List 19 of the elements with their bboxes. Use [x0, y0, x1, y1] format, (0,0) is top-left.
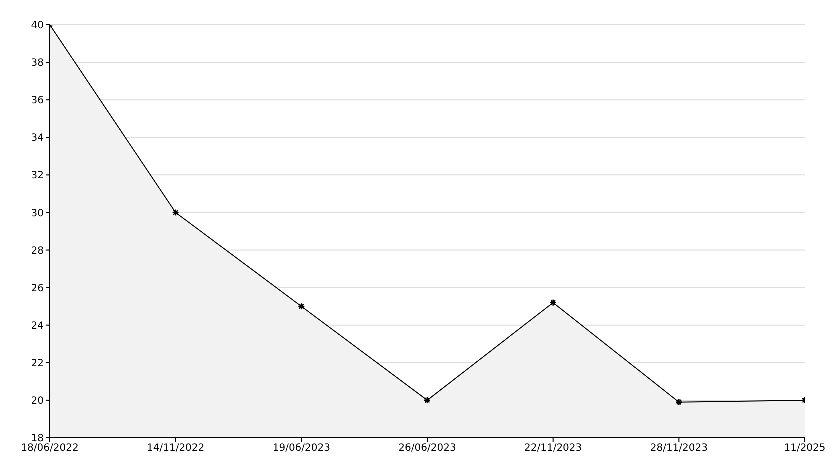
x-tick-label: 28/11/2023	[650, 443, 708, 454]
y-tick-label: 30	[31, 208, 44, 220]
y-tick-label: 40	[31, 20, 44, 32]
y-tick-label: 20	[31, 396, 44, 408]
x-tick-label: 26/06/2023	[398, 443, 456, 454]
y-tick-label: 22	[31, 358, 44, 370]
y-tick-label: 26	[31, 283, 44, 294]
y-tick-label: 28	[31, 246, 44, 257]
y-tick-label: 24	[31, 320, 44, 332]
y-tick-label: 32	[31, 170, 44, 182]
y-tick-label: 38	[31, 58, 44, 70]
x-tick-label: 19/06/2023	[272, 443, 330, 454]
x-tick-label: 18/06/2022	[21, 443, 79, 454]
x-tick-label: 14/11/2022	[147, 443, 205, 454]
y-tick-label: 34	[31, 133, 44, 144]
y-tick-label: 36	[31, 96, 44, 107]
x-tick-label: 22/11/2023	[524, 443, 582, 454]
x-tick-label: 11/2025	[784, 443, 826, 454]
y-tick-label: 18	[31, 434, 44, 445]
